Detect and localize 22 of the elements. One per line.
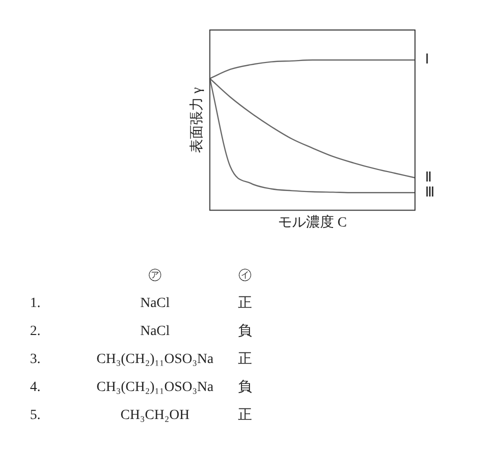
y-axis-title: 表面張力 γ: [189, 87, 206, 153]
text: ㋑: [237, 267, 253, 285]
text: 負: [237, 322, 253, 341]
text: 2.: [30, 323, 42, 341]
text: CH₃(CH₂)₁₁OSO₃Na: [96, 351, 214, 369]
series-label: Ⅰ: [425, 52, 429, 68]
text: 正: [237, 295, 253, 313]
text: 負: [237, 378, 253, 397]
text: CH₃(CH₂)₁₁OSO₃Na: [96, 379, 214, 397]
text: 5.: [30, 407, 42, 425]
x-axis-title: モル濃度 C: [278, 214, 347, 230]
text: NaCl: [139, 295, 171, 313]
text: 3.: [30, 351, 42, 369]
text: 正: [237, 351, 253, 369]
text: NaCl: [139, 323, 171, 341]
text: CH₃CH₂OH: [120, 407, 190, 425]
text: ㋐: [147, 267, 163, 285]
text: 1.: [30, 295, 42, 313]
series-label: Ⅲ: [425, 185, 435, 200]
text: 正: [237, 407, 253, 425]
series-label: Ⅱ: [425, 170, 432, 186]
text: 4.: [30, 379, 42, 397]
